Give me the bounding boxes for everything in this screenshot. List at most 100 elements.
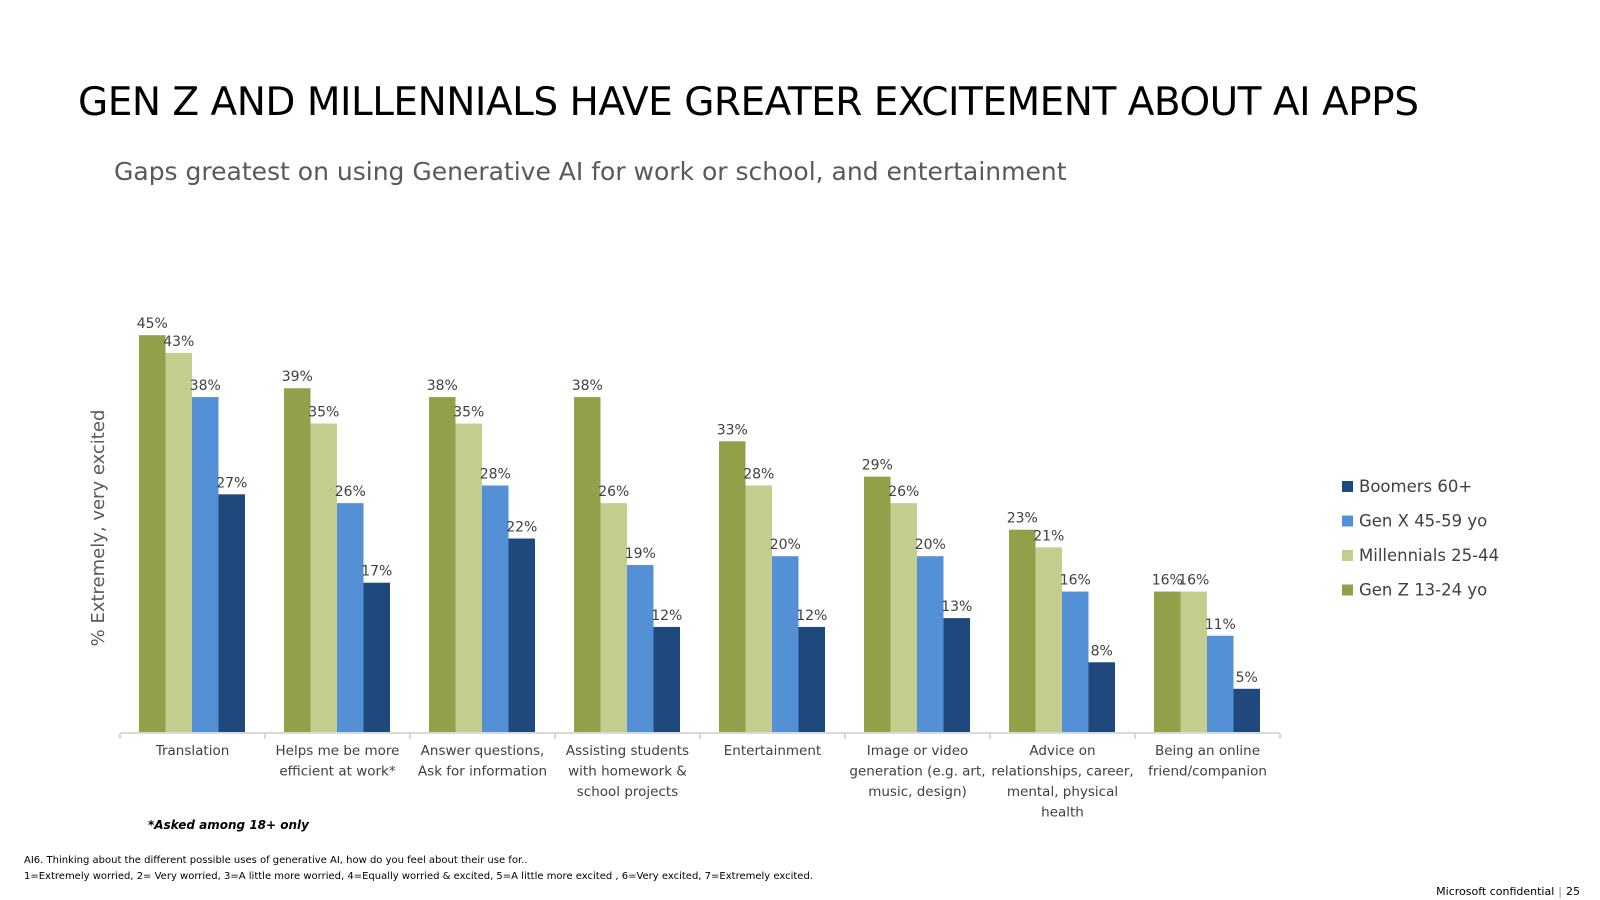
legend-entry: Gen X 45-59 yo (1359, 512, 1487, 531)
category-label-line: Ask for information (418, 764, 547, 780)
data-label: 38% (427, 378, 458, 394)
category-label-line: music, design) (868, 784, 967, 800)
data-label: 35% (308, 405, 339, 421)
data-label: 13% (941, 599, 972, 615)
bar-1-1 (310, 423, 337, 733)
data-label: 23% (1007, 511, 1038, 527)
category-label-line: mental, physical (1007, 784, 1118, 800)
asked-among-note: *Asked among 18+ only (148, 818, 309, 832)
category-label-line: Assisting students (566, 743, 689, 759)
category-label-line: Helps me be more (276, 743, 400, 759)
bar-3-0 (218, 494, 245, 733)
data-label: 21% (1033, 528, 1064, 544)
data-label: 22% (506, 520, 537, 536)
page-number: 25 (1566, 885, 1580, 898)
bar-0-3 (574, 397, 601, 733)
category-label-line: efficient at work* (279, 764, 396, 780)
category-label-line: school projects (577, 784, 678, 800)
bar-1-2 (455, 423, 482, 733)
bar-2-5 (917, 556, 944, 733)
bar-0-5 (864, 476, 891, 733)
category-label: Answer questions, Ask for information (418, 743, 547, 780)
bar-2-4 (772, 556, 799, 733)
category-label-line: health (1041, 805, 1084, 821)
legend-swatch (1342, 550, 1353, 561)
data-label: 26% (598, 484, 629, 500)
bar-0-2 (429, 397, 456, 733)
bar-2-3 (627, 565, 654, 733)
data-label: 27% (216, 475, 247, 491)
legend-swatch (1342, 481, 1353, 492)
category-label-line: Entertainment (724, 743, 821, 759)
y-axis-title: % Extremely, very excited (88, 410, 109, 647)
bar-3-7 (1233, 688, 1260, 733)
category-label: Translation (155, 743, 230, 759)
data-label: 28% (480, 466, 511, 482)
data-label: 8% (1091, 643, 1113, 659)
bar-1-6 (1035, 547, 1062, 733)
data-label: 12% (796, 608, 827, 624)
data-label: 16% (1152, 573, 1183, 589)
legend-entry: Millennials 25-44 (1359, 546, 1499, 565)
bar-3-3 (653, 626, 680, 733)
category-label-line: generation (e.g. art, (849, 764, 985, 780)
slide-title: GEN Z AND MILLENNIALS HAVE GREATER EXCIT… (78, 80, 1419, 125)
category-label-line: relationships, career, (991, 764, 1133, 780)
bar-0-1 (284, 388, 311, 733)
bar-0-6 (1009, 529, 1036, 733)
bar-3-5 (943, 618, 970, 733)
data-label: 28% (743, 466, 774, 482)
bar-0-0 (139, 335, 166, 733)
category-label-line: with homework & (568, 764, 687, 780)
data-label: 17% (361, 564, 392, 580)
bar-2-2 (482, 485, 509, 733)
data-label: 12% (651, 608, 682, 624)
category-label-line: Translation (155, 743, 230, 759)
bar-3-6 (1088, 662, 1115, 733)
bar-2-6 (1062, 591, 1089, 733)
data-label: 43% (163, 334, 194, 350)
data-label: 5% (1236, 670, 1258, 686)
bar-1-5 (890, 503, 917, 733)
data-label: 19% (625, 546, 656, 562)
data-label: 45% (137, 316, 168, 332)
bar-0-4 (719, 441, 746, 733)
category-label: Image or video generation (e.g. art, music… (849, 743, 985, 800)
category-label-line: Answer questions, (421, 743, 545, 759)
slide-subtitle: Gaps greatest on using Generative AI for… (114, 157, 1067, 186)
data-label: 16% (1060, 573, 1091, 589)
bar-1-7 (1180, 591, 1207, 733)
confidential-text: Microsoft confidential (1436, 885, 1555, 898)
data-label: 33% (717, 422, 748, 438)
data-label: 20% (770, 537, 801, 553)
category-label: Advice on relationships, career, mental, p… (991, 743, 1133, 821)
category-label: Helps me be more efficient at work* (276, 743, 400, 780)
data-label: 11% (1205, 617, 1236, 633)
bar-1-0 (165, 352, 192, 733)
data-label: 35% (453, 405, 484, 421)
bar-3-2 (508, 538, 535, 733)
data-label: 16% (1178, 573, 1209, 589)
category-label-line: Being an online (1155, 743, 1260, 759)
bar-2-7 (1207, 635, 1234, 733)
bar-2-0 (192, 397, 219, 733)
data-label: 20% (915, 537, 946, 553)
category-label: Being an online friend/companion (1148, 743, 1267, 780)
legend-entry: Boomers 60+ (1359, 477, 1472, 496)
data-label: 26% (888, 484, 919, 500)
legend-entry: Gen Z 13-24 yo (1359, 581, 1487, 600)
bar-1-3 (600, 503, 627, 733)
bar-2-1 (337, 503, 364, 733)
category-label: Entertainment (724, 743, 821, 759)
bar-1-4 (745, 485, 772, 733)
category-label-line: Advice on (1029, 743, 1095, 759)
data-label: 38% (572, 378, 603, 394)
legend-swatch (1342, 515, 1353, 527)
confidential-label: Microsoft confidential | 25 (1436, 885, 1580, 898)
footnote-scale: 1=Extremely worried, 2= Very worried, 3=… (24, 871, 813, 882)
legend-swatch (1342, 584, 1353, 596)
bar-0-7 (1154, 591, 1181, 733)
data-label: 39% (282, 369, 313, 385)
footnote-question: AI6. Thinking about the different possib… (24, 855, 528, 866)
